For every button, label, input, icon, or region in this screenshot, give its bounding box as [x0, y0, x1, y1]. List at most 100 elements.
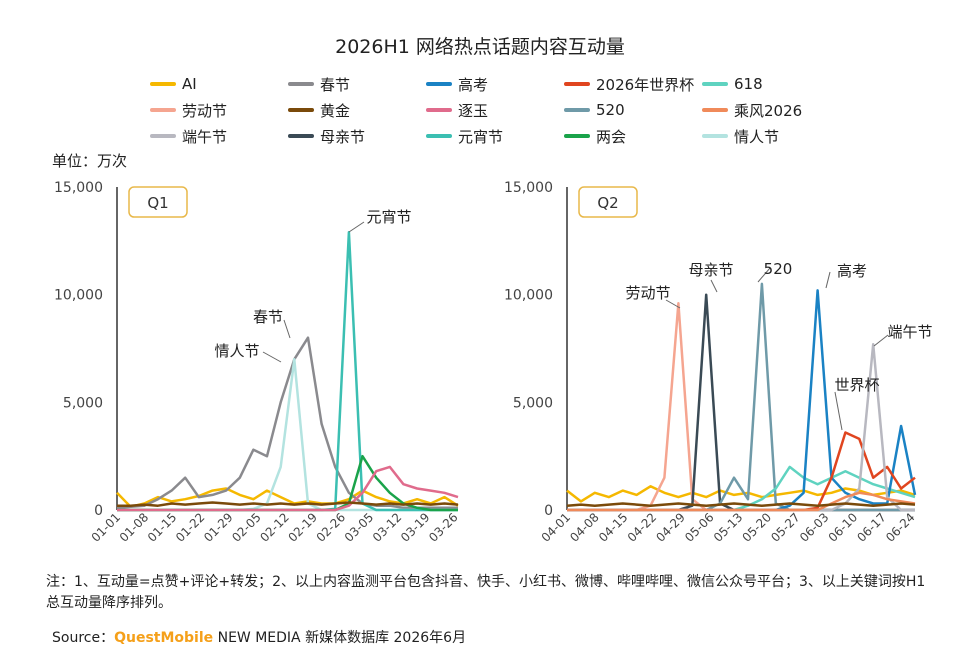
x-tick-label: 02-12 [257, 510, 292, 545]
annotation-label: 春节 [253, 308, 283, 326]
x-tick-label: 05-27 [768, 510, 803, 545]
panel-q2: 05,00010,00015,00004-0104-0804-1504-2204… [504, 180, 933, 545]
series-line-高考 [567, 289, 917, 512]
x-tick-label: 04-15 [596, 510, 631, 545]
y-tick-label: 10,000 [54, 288, 103, 304]
legend-label: 逐玉 [458, 101, 489, 120]
legend-swatch [702, 134, 728, 138]
x-tick-label: 06-10 [826, 510, 861, 545]
annotation-label: 元宵节 [366, 208, 411, 226]
legend-item: 2026年世界杯 [564, 73, 694, 95]
legend-label: 端午节 [182, 127, 228, 146]
annotation-leader [665, 299, 681, 309]
series-line-端午节 [567, 342, 915, 512]
annotation-leader [348, 221, 365, 233]
x-tick-label: 06-03 [797, 510, 832, 545]
x-tick-label: 03-26 [426, 510, 461, 545]
series-line-黄金 [117, 501, 459, 507]
legend-label: 520 [596, 101, 625, 119]
y-tick-label: 15,000 [504, 180, 553, 196]
legend-item: 高考 [426, 73, 488, 95]
source-prefix: Source： [52, 630, 115, 646]
legend-swatch [288, 108, 314, 112]
x-tick-label: 05-06 [682, 510, 717, 545]
annotation-label: 520 [764, 260, 793, 278]
x-tick-label: 01-08 [117, 510, 152, 545]
series-line-春节 [116, 336, 458, 510]
legend-label: 情人节 [734, 127, 780, 146]
x-tick-label: 04-08 [567, 510, 602, 545]
annotation-leader [283, 319, 291, 339]
annotation-label: 情人节 [214, 342, 259, 360]
legend-label: 劳动节 [182, 101, 228, 120]
x-tick-label: 06-24 [883, 510, 918, 545]
x-tick-label: 03-12 [370, 510, 405, 545]
legend-swatch [564, 134, 590, 138]
x-tick-label: 02-19 [285, 510, 320, 545]
annotation-label: 端午节 [887, 323, 932, 341]
source-rest: NEW MEDIA 新媒体数据库 2026年6月 [213, 630, 467, 646]
panel-label: Q2 [597, 194, 618, 212]
x-tick-label: 01-29 [201, 510, 236, 545]
legend-swatch [150, 108, 176, 112]
chart-title: 2026H1 网络热点话题内容互动量 [335, 36, 625, 58]
legend-label: AI [182, 75, 197, 93]
x-tick-label: 03-19 [398, 510, 433, 545]
legend-item: 逐玉 [426, 99, 488, 121]
y-tick-label: 5,000 [63, 395, 103, 411]
x-tick-label: 03-05 [342, 510, 377, 545]
series-line-黄金 [566, 502, 916, 507]
legend-label: 春节 [320, 75, 351, 94]
x-tick-label: 04-29 [653, 510, 688, 545]
legend-item: 520 [564, 99, 625, 121]
series-line-元宵节 [117, 230, 458, 512]
y-tick-label: 15,000 [54, 180, 103, 196]
legend-swatch [288, 134, 314, 138]
annotation-label: 世界杯 [834, 376, 879, 394]
series-line-520 [567, 282, 915, 512]
x-tick-label: 01-22 [173, 510, 208, 545]
legend-item: 母亲节 [288, 125, 365, 147]
footnote: 注：1、互动量=点赞+评论+转发；2、以上内容监测平台包含抖音、快手、小红书、微… [46, 574, 926, 611]
series-line-逐玉 [117, 465, 459, 512]
x-tick-label: 02-05 [229, 510, 264, 545]
panel-label: Q1 [147, 194, 168, 212]
annotation-leader [873, 334, 889, 347]
annotation-leader [262, 351, 282, 363]
legend-swatch [288, 82, 314, 86]
annotation-label: 劳动节 [625, 284, 670, 302]
annotation-leader [757, 267, 771, 283]
legend-label: 母亲节 [320, 127, 366, 146]
legend-swatch [150, 134, 176, 138]
panel-q1: 05,00010,00015,00001-0101-0801-1501-2201… [54, 180, 461, 545]
panel-label-box [578, 186, 638, 218]
legend-label: 618 [734, 75, 763, 93]
legend-item: 春节 [288, 73, 350, 95]
legend-swatch [702, 108, 728, 112]
legend-label: 乘风2026 [734, 101, 803, 120]
legend-swatch [426, 82, 452, 86]
legend-item: 劳动节 [150, 99, 227, 121]
legend-item: 618 [702, 73, 763, 95]
y-tick-label: 5,000 [513, 395, 553, 411]
x-tick-label: 04-22 [625, 510, 660, 545]
series-line-母亲节 [567, 293, 915, 512]
legend-label: 元宵节 [458, 127, 504, 146]
y-tick-label: 0 [544, 503, 553, 519]
legend-item: 情人节 [702, 125, 779, 147]
x-tick-label: 01-15 [145, 510, 180, 545]
legend-item: 端午节 [150, 125, 227, 147]
unit-label: 单位：万次 [52, 152, 128, 170]
annotation-leader [710, 279, 718, 293]
series-line-乘风2026 [567, 491, 916, 512]
source-line: Source：QuestMobile NEW MEDIA 新媒体数据库 2026… [52, 627, 466, 647]
legend-swatch [564, 82, 590, 86]
legend-swatch [564, 108, 590, 112]
legend-item: AI [150, 73, 197, 95]
legend-label: 黄金 [320, 101, 351, 120]
legend-swatch [426, 108, 452, 112]
legend-item: 元宵节 [426, 125, 503, 147]
y-tick-label: 10,000 [504, 288, 553, 304]
